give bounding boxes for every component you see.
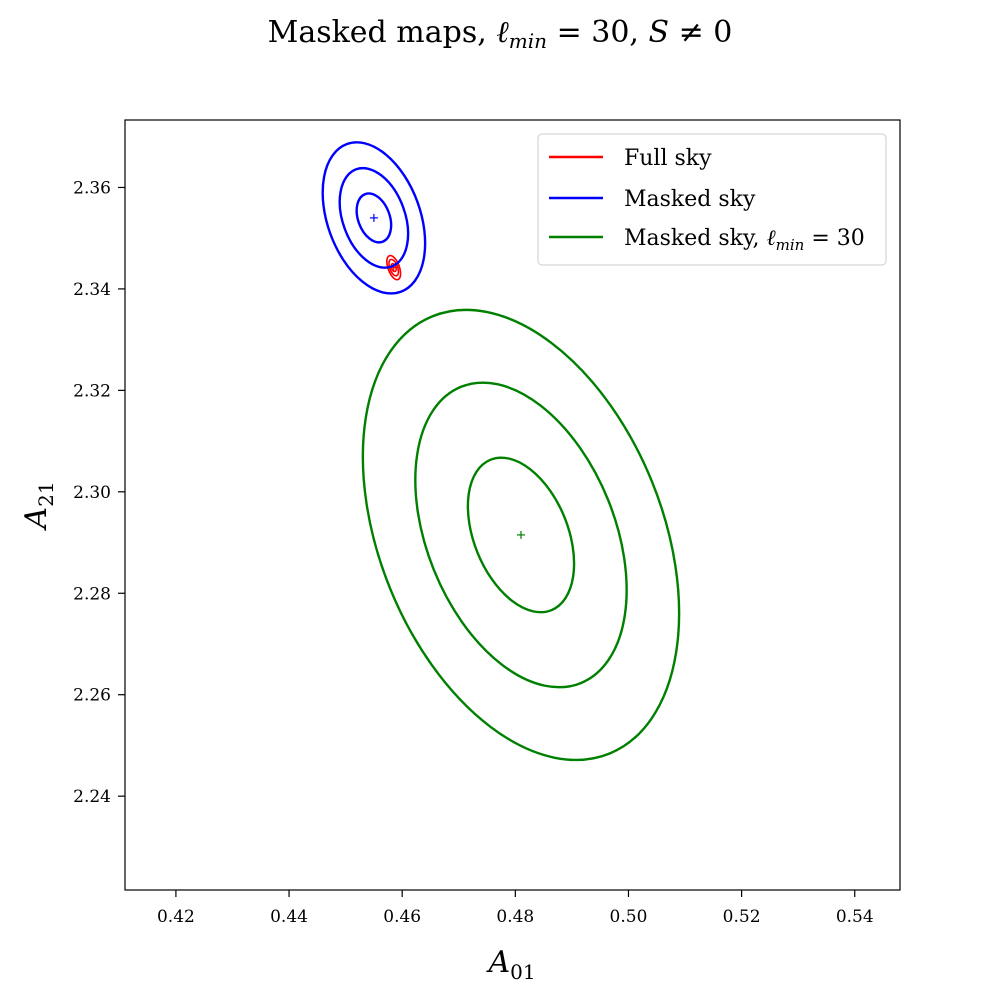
legend-label-masked-sky-lmin: Masked sky, ℓmin = 30 — [624, 226, 865, 254]
best-fit-marker-series-2 — [369, 213, 378, 222]
best-fit-marker-series-3 — [516, 530, 525, 539]
plot-frame — [124, 119, 901, 891]
y-tick-label: 2.30 — [73, 483, 111, 503]
ticks-layer: 0.42 0.44 0.46 0.48 0.50 0.52 0.54 2.24 2.26 2.28… — [73, 178, 874, 927]
contour-series-3-level-2 — [414, 381, 628, 689]
x-tick-label: 0.46 — [383, 907, 421, 927]
x-axis-label: A01 — [485, 945, 535, 984]
contour-series-1-level-3 — [386, 254, 402, 281]
contour-series-2-level-2 — [338, 166, 410, 269]
contour-series-1-level-2 — [388, 258, 400, 277]
legend-label-full-sky: Full sky — [624, 146, 712, 171]
x-tick-label: 0.48 — [496, 907, 534, 927]
x-tick-label: 0.42 — [157, 907, 195, 927]
y-tick-label: 2.32 — [73, 381, 111, 401]
chart-title: Masked maps, ℓmin = 30, S ≠ 0 — [268, 15, 733, 53]
contours-layer — [321, 141, 681, 762]
y-tick-label: 2.36 — [73, 178, 111, 198]
x-tick-label: 0.44 — [270, 907, 308, 927]
legend-box — [537, 133, 887, 266]
y-tick-label: 2.28 — [73, 584, 111, 604]
y-tick-label: 2.24 — [73, 787, 111, 807]
legend-label-masked-sky: Masked sky — [624, 187, 756, 212]
contour-series-1-level-1 — [390, 262, 398, 273]
contour-series-3-level-1 — [466, 456, 576, 614]
contour-series-2-level-1 — [355, 192, 393, 244]
y-axis-label: A21 — [19, 481, 58, 531]
x-tick-label: 0.50 — [610, 907, 648, 927]
contour-series-3-level-3 — [361, 308, 681, 762]
legend: Full sky Masked sky Masked sky, ℓmin = 3… — [537, 133, 887, 266]
y-tick-label: 2.26 — [73, 686, 111, 706]
y-tick-label: 2.34 — [73, 280, 111, 300]
x-tick-label: 0.54 — [836, 907, 874, 927]
contour-series-2-level-3 — [321, 141, 427, 295]
x-tick-label: 0.52 — [723, 907, 761, 927]
